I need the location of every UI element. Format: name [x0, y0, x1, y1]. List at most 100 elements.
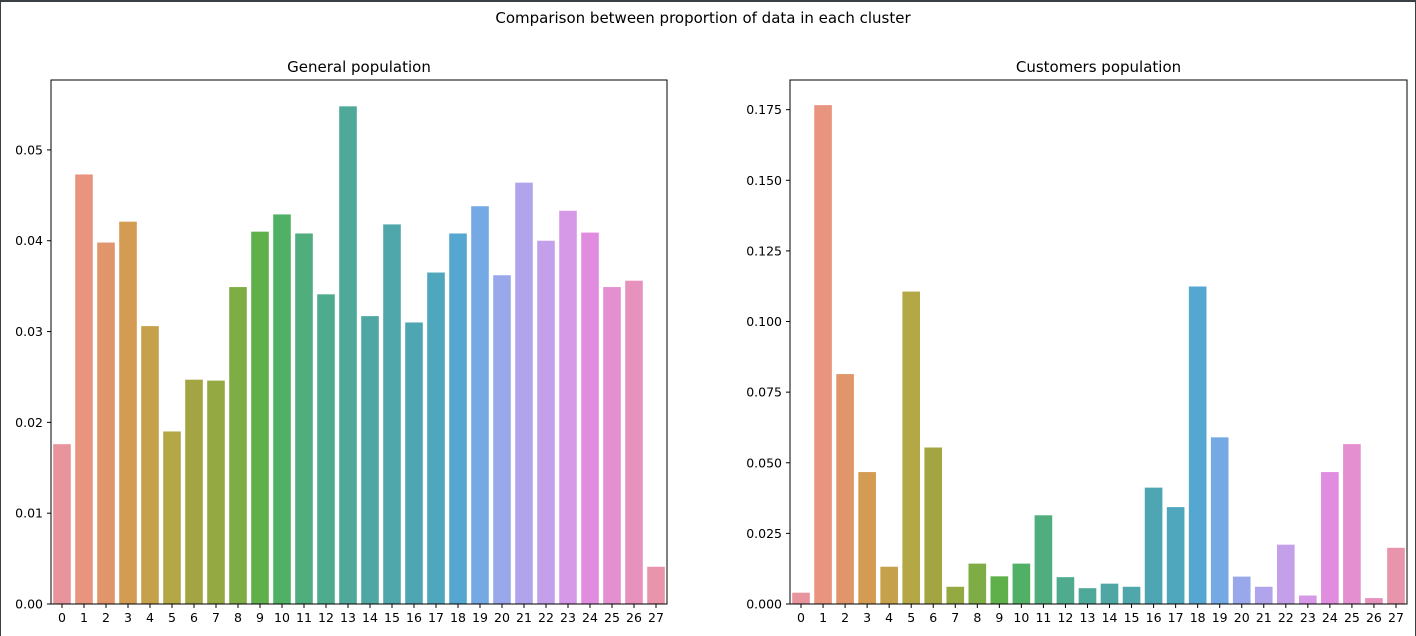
y-tick-label: 0.04	[15, 233, 43, 248]
bar-cluster-19	[471, 206, 489, 605]
x-tick-label: 21	[1256, 610, 1272, 625]
x-tick-label: 19	[472, 610, 488, 625]
bar-cluster-5	[163, 431, 181, 604]
x-tick-label: 22	[538, 610, 554, 625]
bar-cluster-12	[1056, 577, 1075, 604]
bar-cluster-8	[968, 563, 987, 604]
axes-frame	[789, 79, 1408, 605]
x-tick-label: 3	[124, 610, 132, 625]
bar-cluster-1	[75, 174, 93, 604]
x-tick-label: 15	[384, 610, 400, 625]
bar-cluster-10	[273, 214, 291, 604]
bar-cluster-2	[97, 242, 115, 604]
x-tick-label: 12	[318, 610, 334, 625]
x-tick-label: 22	[1278, 610, 1294, 625]
bar-cluster-9	[990, 576, 1009, 604]
bar-cluster-18	[449, 233, 467, 605]
x-tick-label: 7	[212, 610, 220, 625]
x-tick-label: 2	[841, 610, 849, 625]
bar-cluster-23	[1299, 595, 1317, 604]
bar-cluster-11	[1034, 515, 1053, 604]
bar-cluster-3	[119, 221, 137, 605]
bar-cluster-1	[814, 105, 832, 604]
bar-cluster-4	[880, 566, 898, 604]
bar-cluster-22	[1276, 544, 1295, 604]
x-tick-label: 9	[256, 610, 264, 625]
x-tick-label: 27	[1388, 610, 1404, 625]
figure-suptitle: Comparison between proportion of data in…	[495, 9, 911, 27]
bar-cluster-19	[1210, 437, 1229, 604]
x-tick-label: 10	[1013, 610, 1029, 625]
y-tick-label: 0.050	[746, 455, 782, 470]
bar-cluster-18	[1188, 286, 1207, 604]
bar-cluster-25	[603, 287, 621, 604]
bar-cluster-24	[581, 232, 599, 604]
x-tick-label: 8	[234, 610, 242, 625]
bar-cluster-0	[792, 592, 810, 604]
x-tick-label: 11	[1035, 610, 1051, 625]
y-tick-label: 0.02	[15, 415, 43, 430]
window-frame-left	[0, 0, 1, 636]
bar-cluster-16	[1144, 487, 1163, 604]
x-tick-label: 5	[907, 610, 915, 625]
x-tick-label: 16	[406, 610, 422, 625]
y-tick-label: 0.00	[15, 597, 43, 612]
y-tick-label: 0.000	[746, 597, 782, 612]
x-tick-label: 0	[797, 610, 805, 625]
y-tick-label: 0.075	[746, 385, 782, 400]
bar-cluster-15	[1122, 586, 1141, 604]
bar-cluster-10	[1012, 563, 1031, 604]
chart-title: Customers population	[1016, 58, 1181, 76]
x-tick-label: 25	[1344, 610, 1360, 625]
customers-population-chart: Customers population 0.000 0.025 0.050 0.075…	[746, 58, 1408, 625]
x-tick-label: 17	[1168, 610, 1184, 625]
x-tick-label: 14	[362, 610, 378, 625]
x-tick-label: 8	[973, 610, 981, 625]
y-tick-label: 0.01	[15, 506, 43, 521]
bar-cluster-21	[1254, 586, 1273, 604]
y-tick-label: 0.05	[15, 142, 43, 157]
x-tick-label: 12	[1057, 610, 1073, 625]
bar-cluster-13	[1078, 588, 1097, 604]
y-tick-label: 0.150	[746, 173, 782, 188]
bar-cluster-14	[361, 316, 379, 604]
bar-cluster-25	[1343, 444, 1361, 604]
x-tick-label: 1	[80, 610, 88, 625]
y-tick-label: 0.100	[746, 314, 782, 329]
general-population-chart: General population 0.00 0.01 0.02 0.03 0.04 0.…	[15, 58, 668, 625]
x-tick-label: 26	[1366, 610, 1382, 625]
x-tick-label: 21	[516, 610, 532, 625]
bar-cluster-6	[185, 379, 203, 604]
x-tick-label: 5	[168, 610, 176, 625]
bar-cluster-17	[427, 272, 445, 604]
x-tick-label: 13	[1080, 610, 1096, 625]
x-tick-label: 27	[648, 610, 664, 625]
bar-cluster-14	[1100, 583, 1119, 604]
bar-cluster-6	[924, 447, 943, 604]
bar-cluster-23	[559, 210, 577, 604]
x-tick-label: 6	[929, 610, 937, 625]
y-tick-label: 0.03	[15, 324, 43, 339]
bar-cluster-21	[515, 182, 533, 604]
bar-cluster-16	[405, 322, 423, 604]
x-tick-label: 2	[102, 610, 110, 625]
x-tick-label: 4	[885, 610, 893, 625]
bar-cluster-9	[251, 231, 269, 604]
window-frame-top	[0, 0, 1416, 2]
bar-cluster-11	[295, 233, 313, 605]
x-tick-label: 17	[428, 610, 444, 625]
x-tick-label: 16	[1146, 610, 1162, 625]
x-tick-label: 18	[450, 610, 466, 625]
x-tick-label: 4	[146, 610, 154, 625]
bar-cluster-15	[383, 224, 401, 604]
y-tick-label: 0.175	[746, 102, 782, 117]
x-tick-label: 25	[604, 610, 620, 625]
x-tick-label: 18	[1190, 610, 1206, 625]
chart-title: General population	[287, 58, 431, 76]
bar-cluster-22	[537, 240, 555, 605]
x-tick-label: 20	[1234, 610, 1250, 625]
x-tick-label: 24	[1322, 610, 1338, 625]
x-tick-label: 14	[1102, 610, 1118, 625]
axes-frame	[50, 79, 668, 605]
bar-cluster-7	[946, 586, 965, 604]
